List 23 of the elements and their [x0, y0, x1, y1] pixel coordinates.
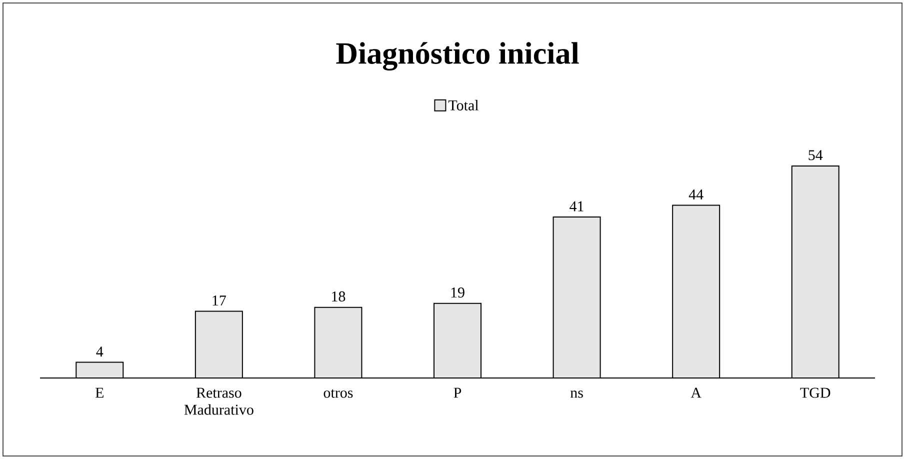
x-tick-label: otros: [324, 389, 353, 398]
data-label: 19: [451, 288, 464, 298]
bar: [553, 217, 600, 378]
bar: [314, 307, 362, 378]
legend-label: Total: [448, 100, 479, 110]
bar: [791, 165, 840, 378]
bar: [195, 311, 242, 378]
bar: [672, 205, 720, 378]
x-tick-label: E: [96, 388, 104, 398]
bar: [434, 303, 482, 378]
bar: [76, 362, 124, 378]
data-label: 54: [808, 150, 823, 160]
data-label: 44: [688, 190, 704, 200]
data-label: 41: [570, 201, 584, 212]
x-tick-label: Retraso Madurativo: [184, 388, 254, 415]
x-tick-label: P: [454, 388, 462, 398]
data-label: 18: [332, 291, 346, 302]
data-label: 17: [212, 296, 226, 306]
data-label: 4: [96, 346, 104, 356]
x-tick-label: TGD: [800, 388, 830, 398]
chart-title: Diagnóstico inicial: [336, 42, 579, 70]
x-tick-label: ns: [570, 390, 583, 398]
x-tick-label: A: [690, 388, 702, 398]
